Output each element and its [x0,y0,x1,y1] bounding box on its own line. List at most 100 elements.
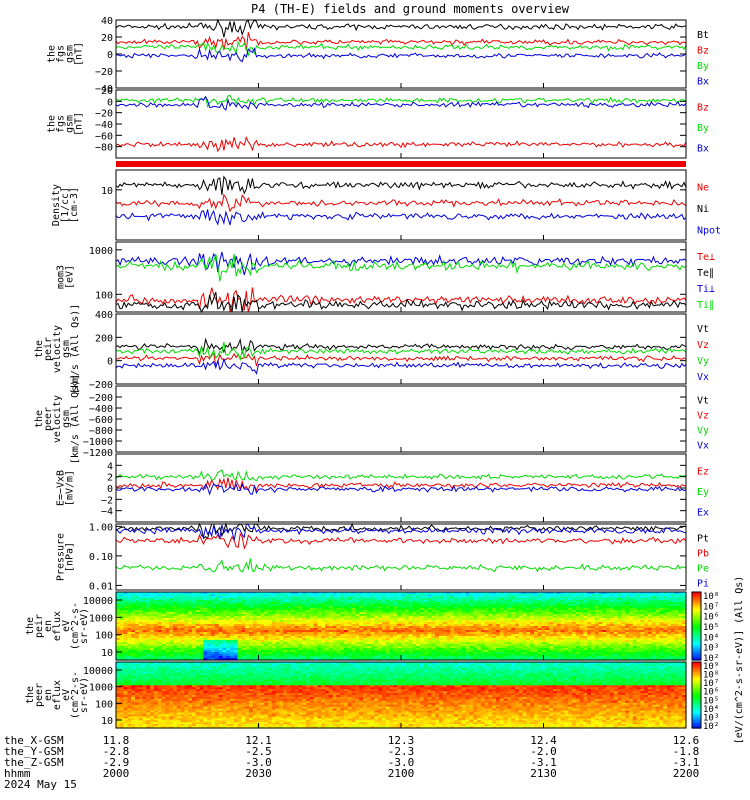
spectrogram-cell [268,650,273,653]
spectrogram-cell [477,600,482,603]
spectrogram-cell [439,628,444,631]
spectrogram-cell [283,630,288,633]
spectrogram-cell [427,656,432,659]
spectrogram-cell [446,632,451,635]
spectrogram-cell [176,636,182,639]
spectrogram-cell [116,638,121,641]
spectrogram-cell [245,626,250,629]
spectrogram-cell [496,658,501,661]
spectrogram-cell [256,610,261,613]
spectrogram-cell [154,628,159,631]
legend-Te∥: Te∥ [697,268,714,279]
spectrogram-cell [131,618,136,621]
spectrogram-cell [214,608,220,611]
spectrogram-cell [203,650,208,653]
spectrogram-cell [385,624,391,627]
spectrogram-cell [496,602,501,605]
spectrogram-cell [587,634,592,637]
spectrogram-cell [526,642,531,645]
spectrogram-cell [283,656,288,659]
spectrogram-cell [435,612,440,615]
spectrogram-cell [401,636,406,639]
spectrogram-cell [503,602,508,605]
spectrogram-cell [298,606,303,609]
spectrogram-cell [180,600,185,603]
spectrogram-cell [180,646,185,649]
spectrogram-cell [446,624,451,627]
spectrogram-cell [131,646,136,649]
spectrogram-cell [176,608,182,611]
spectrogram-cell [439,644,444,647]
spectrogram-cell [169,624,174,627]
spectrogram-cell [522,650,527,653]
spectrogram-cell [461,602,467,605]
spectrogram-cell [230,628,235,631]
spectrogram-cell [423,594,429,597]
spectrogram-cell [336,616,341,619]
spectrogram-cell [256,602,261,605]
spectrogram-cell [287,646,292,649]
spectrogram-cell [492,658,497,661]
spectrogram-cell [553,642,558,645]
spectrogram-cell [359,620,364,623]
spectrogram-cell [541,620,546,623]
spectrogram-cell [351,616,356,619]
spectrogram-cell [199,614,204,617]
spectrogram-cell [446,654,451,657]
spectrogram-cell [176,606,182,609]
spectrogram-cell [138,646,144,649]
spectrogram-cell [214,620,220,623]
spectrogram-cell [374,626,379,629]
spectrogram-cell [363,634,368,637]
spectrogram-cell [484,610,489,613]
spectrogram-cell [534,650,539,653]
spectrogram-cell [154,636,159,639]
spectrogram-cell [241,608,246,611]
spectrogram-cell [355,648,360,651]
spectrogram-cell [545,608,550,611]
spectrogram-cell [226,616,231,619]
spectrogram-cell [450,646,455,649]
spectrogram-cell [488,614,493,617]
spectrogram-cell [279,616,284,619]
spectrogram-cell [119,598,125,601]
spectrogram-cell [290,610,296,613]
spectrogram-cell [199,596,204,599]
spectrogram-cell [416,640,421,643]
spectrogram-cell [249,592,254,595]
spectrogram-cell [484,646,489,649]
spectrogram-cell [203,608,208,611]
spectrogram-cell [461,598,467,601]
spectrogram-cell [583,610,588,613]
spectrogram-cell [488,622,493,625]
spectrogram-cell [545,618,550,621]
spectrogram-cell [496,644,501,647]
spectrogram-cell [287,624,292,627]
spectrogram-cell [127,604,132,607]
spectrogram-cell [222,654,227,657]
spectrogram-cell [511,610,516,613]
spectrogram-cell [389,628,394,631]
spectrogram-cell [423,642,429,645]
spectrogram-cell [404,600,410,603]
spectrogram-cell [477,594,482,597]
spectrogram-cell [450,618,455,621]
spectrogram-cell [306,604,311,607]
spectrogram-cell [359,654,364,657]
spectrogram-cell [241,624,246,627]
spectrogram-cell [214,598,220,601]
spectrogram-cell [496,600,501,603]
spectrogram-cell [568,598,573,601]
spectrogram-cell [154,604,159,607]
spectrogram-cell [518,638,524,641]
spectrogram-cell [211,642,216,645]
spectrogram-cell [268,598,273,601]
spectrogram-cell [393,636,398,639]
spectrogram-cell [454,620,459,623]
spectrogram-cell [488,650,493,653]
spectrogram-cell [116,636,121,639]
spectrogram-cell [150,652,155,655]
spectrogram-cell [131,652,136,655]
spectrogram-cell [351,648,356,651]
spectrogram-cell [389,604,394,607]
